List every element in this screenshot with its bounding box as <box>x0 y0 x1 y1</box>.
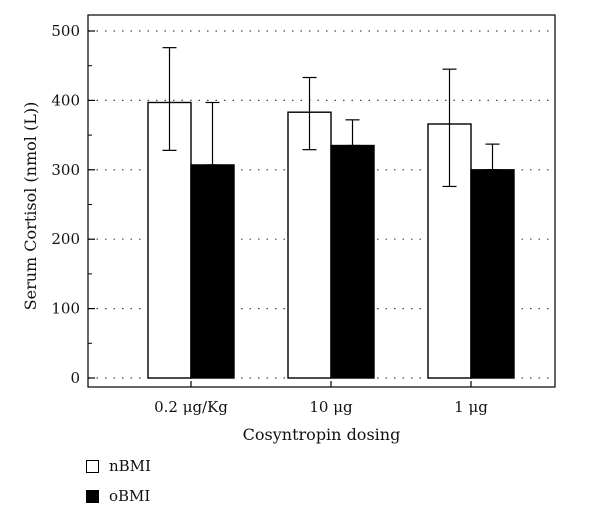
bar-obmi <box>190 164 235 379</box>
labels-layer: 0 100 200 300 400 500 0.2 μg/Kg 10 μg 1 μg Cosynt… <box>21 22 488 444</box>
y-tick-label: 0 <box>70 369 80 387</box>
axes-layer <box>87 14 556 388</box>
chart-svg: 0 100 200 300 400 500 0.2 μg/Kg 10 μg 1 μg Cosynt… <box>21 14 556 444</box>
y-tick-label: 400 <box>51 91 80 109</box>
x-tick-label: 0.2 μg/Kg <box>154 398 228 416</box>
y-tick-label: 100 <box>51 300 80 318</box>
legend-label-obmi: oBMI <box>109 487 151 505</box>
bar-obmi <box>470 169 515 379</box>
x-tick-label: 1 μg <box>454 398 488 416</box>
bar-nbmi <box>287 111 332 379</box>
bar-obmi <box>330 144 375 379</box>
y-tick-label: 200 <box>51 230 80 248</box>
plot-frame <box>87 14 556 388</box>
bars-layer <box>147 47 515 379</box>
y-axis-label: Serum Cortisol (nmol (L)) <box>21 102 40 311</box>
x-tick-label: 10 μg <box>309 398 353 416</box>
legend-item-obmi: oBMI <box>86 487 150 505</box>
x-axis-label: Cosyntropin dosing <box>243 425 401 444</box>
legend-swatch-obmi <box>86 489 99 503</box>
y-tick-label: 300 <box>51 161 80 179</box>
y-tick-label: 500 <box>51 22 80 40</box>
legend-label-nbmi: nBMI <box>109 457 151 475</box>
legend-item-nbmi: nBMI <box>86 457 151 475</box>
bar-nbmi <box>147 101 192 379</box>
legend-swatch-nbmi <box>86 459 99 473</box>
